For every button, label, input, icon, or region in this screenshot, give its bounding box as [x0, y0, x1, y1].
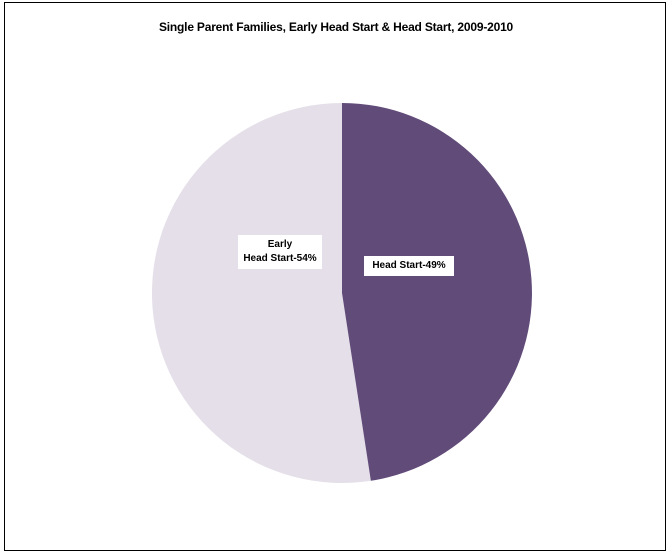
chart-title: Single Parent Families, Early Head Start…	[158, 20, 514, 34]
slice-label-line-2: Head Start-54%	[243, 253, 317, 264]
chart-frame: Single Parent Families, Early Head Start…	[4, 2, 666, 551]
slice-label-early-head-start: Early Head Start-54%	[238, 235, 322, 269]
pie-chart	[151, 102, 532, 483]
slice-label-line-1: Head Start-49%	[372, 260, 446, 271]
pie-slice-early-head-start	[151, 102, 371, 483]
pie-slice-head-start	[342, 103, 532, 481]
slice-label-line-1: Early	[267, 239, 293, 250]
slice-label-head-start: Head Start-49%	[364, 256, 454, 276]
